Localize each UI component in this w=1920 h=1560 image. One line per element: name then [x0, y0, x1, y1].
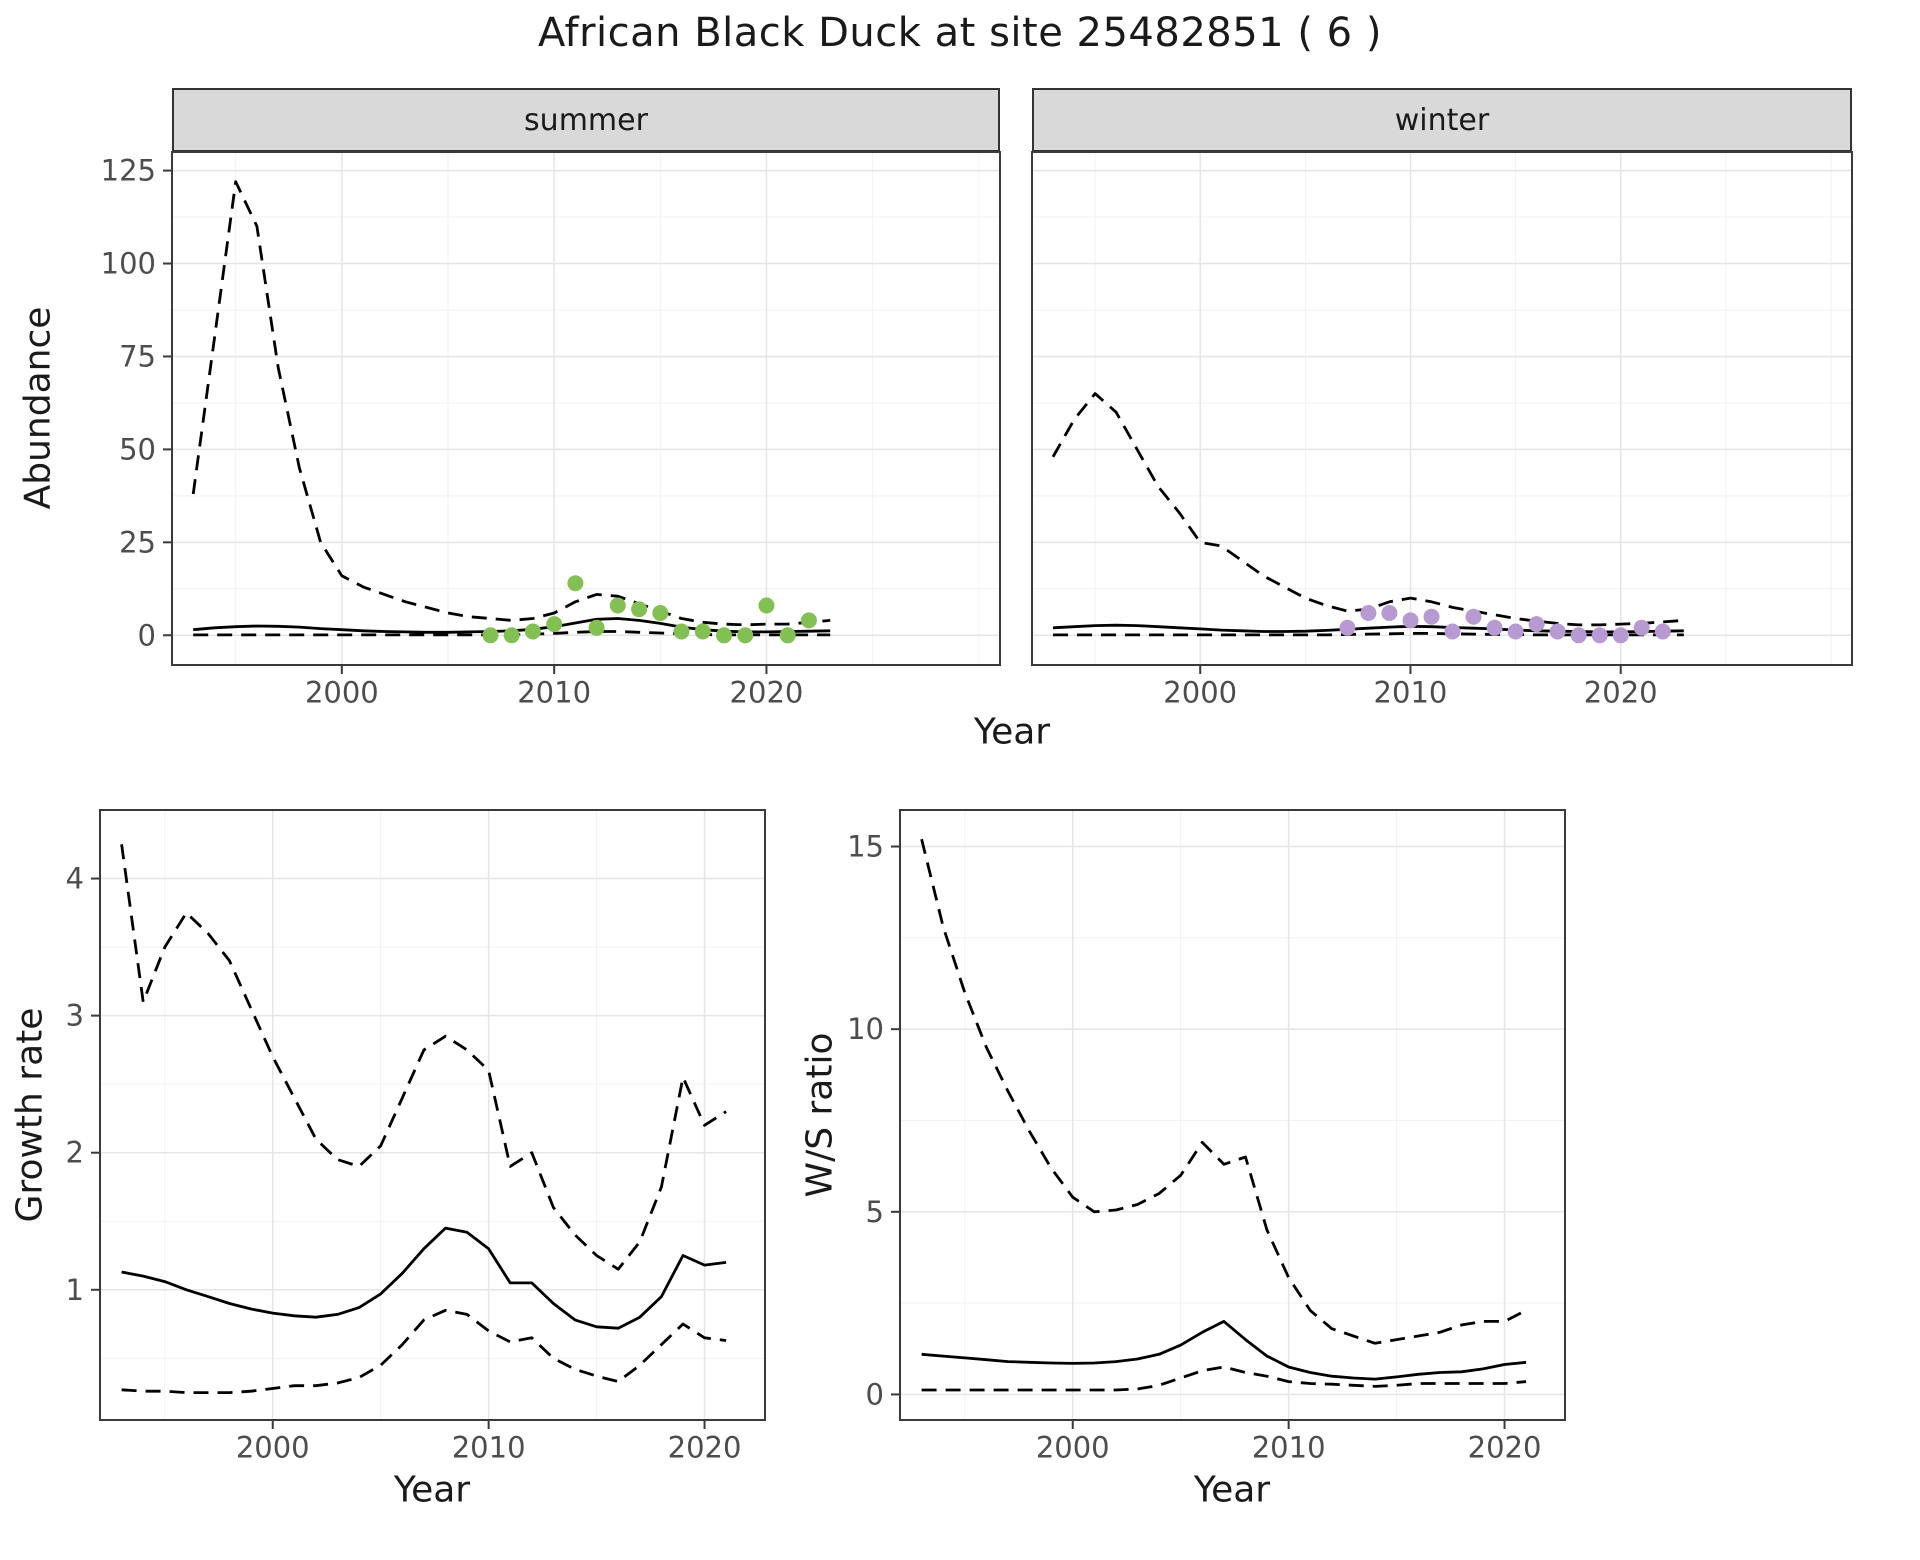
x-tick-label: 2010 — [1252, 1431, 1326, 1465]
abundance-summer-chart: 2000 2010 2020 0 25 50 75 100 125 — [101, 151, 1001, 710]
y-tick-label: 5 — [866, 1195, 884, 1229]
growth-rate-chart: 2000 2010 2020 1 2 3 4 — [66, 809, 766, 1465]
series-upper-95ci-line — [191, 180, 831, 627]
x-tick-label: 2020 — [668, 1431, 742, 1465]
observed-counts-winter-point — [1423, 608, 1440, 625]
facet-strip-summer-label: summer — [524, 102, 648, 138]
observed-counts-summer-point — [652, 605, 669, 621]
observed-counts-winter-point — [1654, 623, 1671, 640]
panel-border — [171, 151, 1001, 666]
ws-ratio-chart: 2000 2010 2020 0 5 10 15 — [847, 809, 1566, 1465]
facet-strip-winter: winter — [1032, 88, 1852, 152]
series-upper-95ci-line — [920, 838, 1527, 1345]
panel-background — [1032, 152, 1852, 665]
y-tick-label: 3 — [66, 999, 84, 1033]
y-tick-label: 2 — [66, 1136, 84, 1170]
panel-background — [900, 810, 1565, 1420]
series-estimate-line — [121, 1226, 727, 1330]
observed-counts-winter-point — [1465, 608, 1482, 625]
observed-counts-summer-point — [779, 627, 796, 644]
observed-counts-winter-point — [1612, 627, 1629, 644]
observed-counts-winter-point — [1402, 612, 1419, 629]
observed-counts-summer-point — [524, 623, 541, 640]
panel-border — [1031, 151, 1853, 666]
top-year-axis-title: Year — [973, 711, 1051, 753]
observed-counts-winter-point — [1381, 605, 1398, 621]
panel-background — [172, 152, 1000, 665]
observed-counts-summer-point — [737, 627, 754, 644]
x-tick-label: 2020 — [730, 676, 804, 710]
x-tick-label: 2000 — [1163, 676, 1237, 710]
observed-counts-summer-point — [673, 623, 690, 640]
observed-counts-winter-point — [1528, 616, 1545, 633]
y-tick-label: 100 — [101, 247, 156, 281]
x-tick-label: 2000 — [305, 676, 379, 710]
y-tick-label: 0 — [866, 1377, 884, 1411]
panel-border — [99, 809, 766, 1421]
x-tick-label: 2020 — [1468, 1431, 1542, 1465]
observed-counts-winter-point — [1549, 623, 1566, 640]
series-lower-95ci-line — [921, 1365, 1527, 1392]
observed-counts-summer-point — [567, 575, 584, 592]
panel-background — [100, 810, 765, 1420]
x-tick-label: 2000 — [236, 1431, 310, 1465]
observed-counts-summer-point — [546, 616, 563, 633]
y-tick-label: 15 — [847, 830, 884, 864]
series-lower-95ci-line — [121, 1308, 727, 1394]
observed-counts-summer-point — [694, 623, 711, 640]
observed-counts-winter-point — [1507, 623, 1524, 640]
observed-counts-winter-point — [1570, 627, 1587, 644]
observed-counts-summer-point — [609, 597, 626, 614]
observed-counts-summer-point — [758, 597, 775, 614]
y-tick-label: 0 — [138, 618, 156, 652]
y-tick-label: 4 — [66, 862, 84, 896]
x-tick-label: 2000 — [1036, 1431, 1110, 1465]
abundance-axis-title: Abundance — [17, 306, 59, 510]
y-tick-label: 10 — [847, 1012, 884, 1046]
growth-year-axis-title: Year — [393, 1469, 471, 1511]
observed-counts-summer-point — [800, 612, 817, 629]
observed-counts-summer-point — [631, 601, 648, 618]
x-tick-label: 2010 — [517, 676, 591, 710]
observed-counts-winter-point — [1486, 619, 1503, 636]
y-tick-label: 125 — [101, 154, 156, 188]
series-upper-95ci-line — [120, 844, 727, 1271]
facet-strip-winter-label: winter — [1394, 102, 1490, 138]
y-tick-label: 50 — [119, 432, 156, 466]
x-tick-label: 2010 — [452, 1431, 526, 1465]
y-tick-label: 75 — [119, 339, 156, 373]
y-tick-label: 25 — [119, 525, 156, 559]
x-tick-label: 2020 — [1584, 676, 1658, 710]
growth-rate-axis-title: Growth rate — [9, 1007, 51, 1223]
series-lower-95ci-line — [1053, 632, 1684, 637]
observed-counts-summer-point — [503, 627, 520, 644]
observed-counts-summer-point — [482, 627, 499, 644]
ws-year-axis-title: Year — [1193, 1469, 1271, 1511]
abundance-winter-chart: 2000 2010 2020 — [1031, 151, 1853, 710]
series-estimate-line — [921, 1320, 1527, 1381]
observed-counts-summer-point — [588, 619, 605, 636]
facet-strip-summer: summer — [172, 88, 1000, 152]
observed-counts-winter-point — [1591, 627, 1608, 644]
observed-counts-summer-point — [716, 627, 732, 644]
ws-ratio-axis-title: W/S ratio — [799, 1032, 841, 1198]
y-tick-label: 1 — [66, 1273, 84, 1307]
observed-counts-winter-point — [1633, 619, 1650, 636]
panel-border — [899, 809, 1566, 1421]
x-tick-label: 2010 — [1374, 676, 1448, 710]
observed-counts-winter-point — [1339, 619, 1356, 636]
observed-counts-winter-point — [1444, 623, 1461, 640]
observed-counts-winter-point — [1360, 605, 1377, 621]
figure-title: African Black Duck at site 25482851 ( 6 … — [538, 10, 1382, 56]
